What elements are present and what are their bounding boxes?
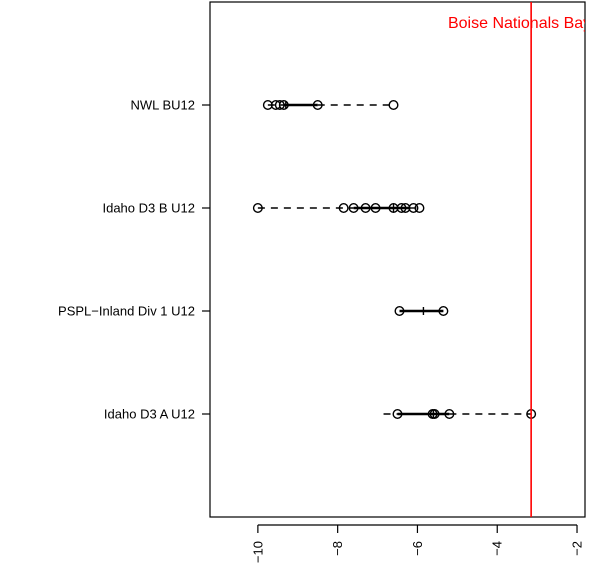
data-point bbox=[252, 202, 263, 213]
x-tick-label: −10 bbox=[250, 541, 265, 563]
data-point bbox=[444, 409, 455, 420]
data-point bbox=[392, 409, 403, 420]
data-point bbox=[370, 202, 381, 213]
x-tick-label: −8 bbox=[330, 541, 345, 556]
data-point bbox=[388, 99, 399, 110]
data-point bbox=[438, 306, 449, 317]
reference-label: Boise Nationals Bayern bbox=[448, 15, 598, 32]
data-point bbox=[360, 202, 371, 213]
data-point bbox=[278, 99, 289, 110]
data-point bbox=[396, 202, 407, 213]
category-label: Idaho D3 A U12 bbox=[104, 407, 195, 422]
data-point bbox=[338, 202, 349, 213]
x-tick-label: −2 bbox=[570, 541, 585, 556]
data-point bbox=[274, 99, 285, 110]
data-point bbox=[429, 409, 440, 420]
x-tick-label: −4 bbox=[490, 541, 505, 556]
category-label: PSPL−Inland Div 1 U12 bbox=[58, 304, 195, 319]
category-group bbox=[394, 306, 449, 317]
data-point bbox=[394, 306, 405, 317]
category-group bbox=[252, 202, 425, 213]
data-point bbox=[414, 202, 425, 213]
category-group bbox=[262, 99, 399, 110]
plot-frame bbox=[209, 1, 586, 518]
data-point bbox=[312, 99, 323, 110]
category-label: NWL BU12 bbox=[130, 98, 195, 113]
category-label: Idaho D3 B U12 bbox=[102, 201, 195, 216]
category-group bbox=[383, 409, 537, 420]
x-tick-label: −6 bbox=[410, 541, 425, 556]
data-point bbox=[348, 202, 359, 213]
data-point bbox=[408, 202, 419, 213]
